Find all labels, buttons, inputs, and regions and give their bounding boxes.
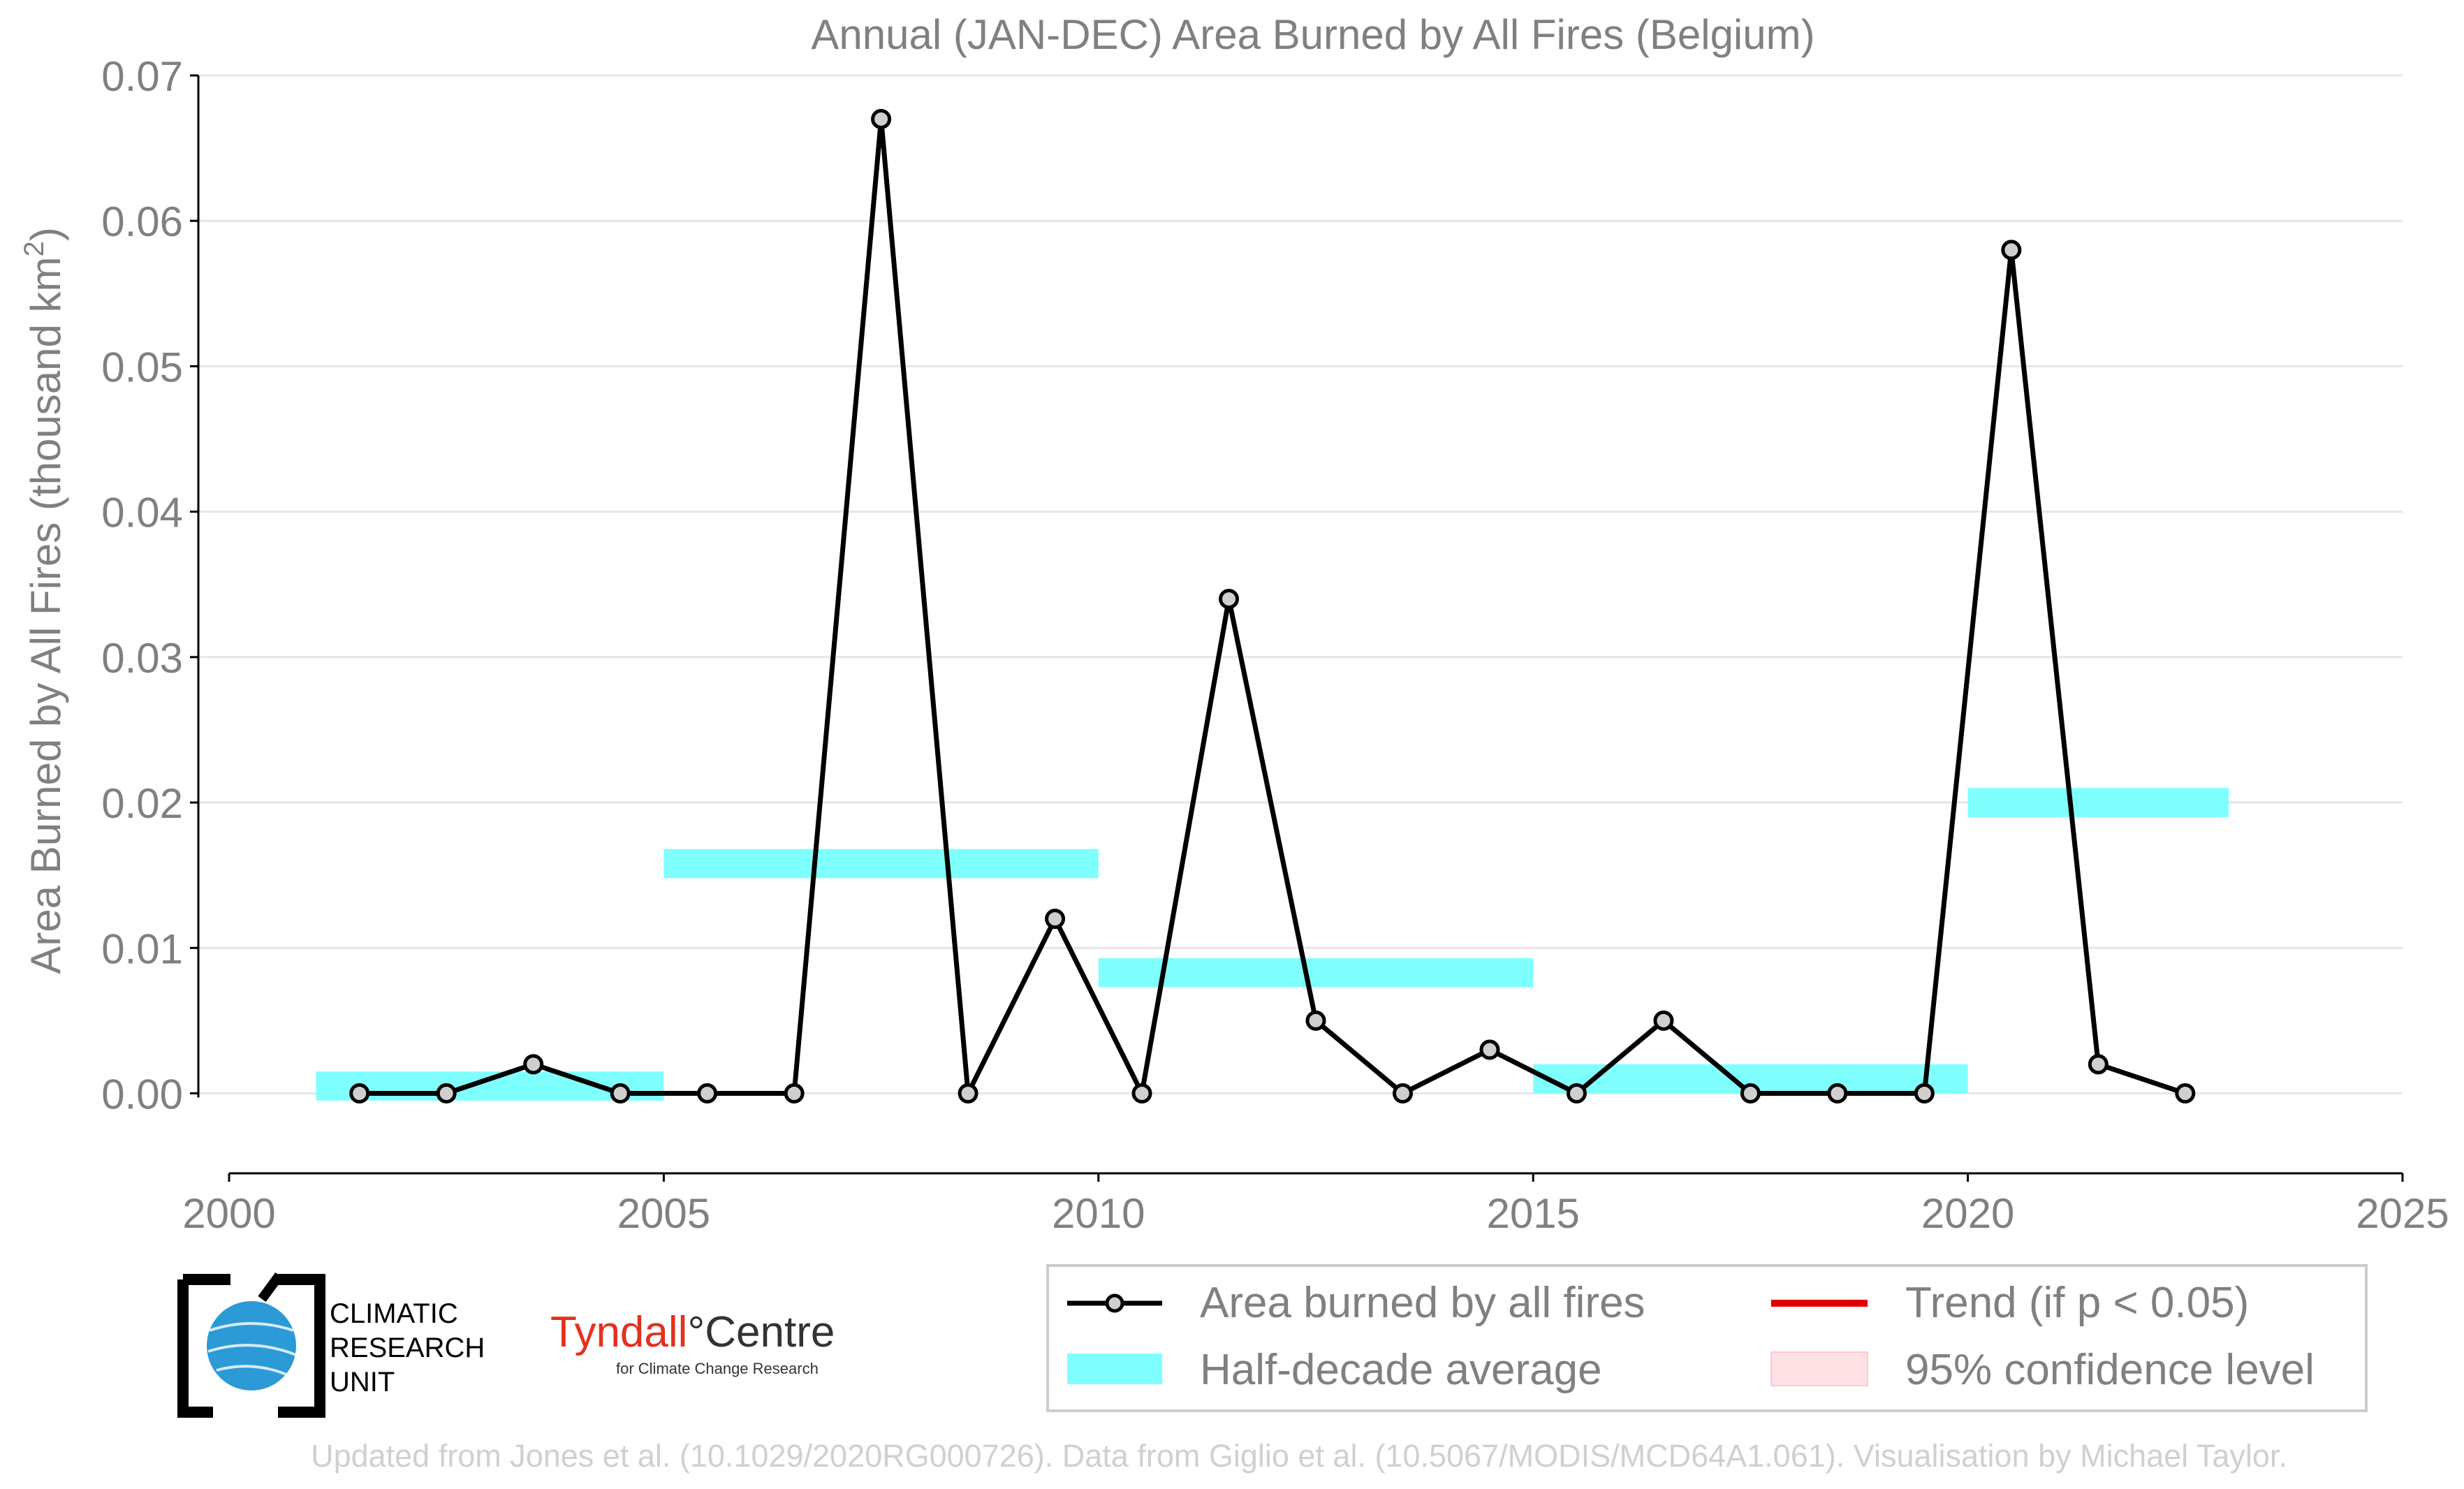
half-decade-bar [1967, 788, 2229, 817]
legend: Area burned by all fires Half-decade ave… [1046, 1264, 2368, 1412]
x-tick-label: 2020 [1921, 1190, 2014, 1237]
y-tick-label: 0.04 [101, 490, 183, 536]
tyndall-subtitle: for Climate Change Research [616, 1360, 819, 1377]
series-line [359, 119, 2186, 1103]
cru-line-3: UNIT [330, 1367, 395, 1398]
legend-trend-label: Trend (if p < 0.05) [1905, 1279, 2249, 1327]
data-point [784, 1083, 805, 1103]
y-tick-label: 0.03 [101, 635, 183, 682]
tick-labels: 0.00 0.01 0.02 0.03 0.04 0.05 0.06 0.07 2000 2005… [101, 53, 2449, 1237]
data-point [2088, 1054, 2109, 1075]
chart-title: Annual (JAN-DEC) Area Burned by All Fire… [811, 11, 1814, 58]
data-point [1566, 1083, 1587, 1103]
tyndall-name: Tyndall°Centre [550, 1308, 835, 1356]
half-decade-average-bars [316, 788, 2229, 1101]
data-point [1131, 1083, 1152, 1103]
data-point [1305, 1010, 1326, 1031]
data-point [2175, 1083, 2196, 1103]
legend-avg-label: Half-decade average [1200, 1346, 1602, 1394]
data-point [697, 1083, 718, 1103]
data-point [1653, 1010, 1674, 1031]
half-decade-bar [663, 849, 1099, 879]
legend-marker-swatch [1105, 1293, 1124, 1313]
data-point [1392, 1083, 1413, 1103]
data-point [610, 1083, 631, 1103]
x-tick-label: 2015 [1486, 1190, 1579, 1237]
x-tick-label: 2010 [1052, 1190, 1145, 1237]
y-axis-label: Area Burned by All Fires (thousand km2) [19, 227, 69, 974]
tyndall-logo: Tyndall°Centre for Climate Change Resear… [550, 1308, 835, 1377]
axes [190, 74, 2404, 1182]
y-tick-label: 0.06 [101, 198, 183, 245]
data-point [349, 1083, 370, 1103]
x-tick-label: 2005 [617, 1190, 710, 1237]
data-point [1045, 909, 1066, 930]
series-points [349, 108, 2196, 1103]
data-point [523, 1054, 544, 1075]
cru-line-1: CLIMATIC [330, 1298, 458, 1329]
data-point [1914, 1083, 1935, 1103]
data-point [1479, 1039, 1500, 1060]
data-point [1219, 589, 1240, 610]
data-point [2001, 240, 2022, 261]
data-point [1740, 1083, 1761, 1103]
cru-logo: CLIMATIC RESEARCH UNIT [177, 1272, 485, 1418]
y-tick-label: 0.05 [101, 344, 183, 390]
data-point [958, 1083, 978, 1103]
legend-box [1046, 1264, 2368, 1412]
data-point [1827, 1083, 1848, 1103]
legend-ci-swatch [1770, 1351, 1868, 1386]
legend-avg-swatch [1067, 1354, 1162, 1384]
legend-line-label: Area burned by all fires [1200, 1279, 1645, 1327]
y-tick-label: 0.02 [101, 780, 183, 827]
y-tick-label: 0.00 [101, 1071, 183, 1117]
data-point [436, 1083, 457, 1103]
x-tick-label: 2025 [2356, 1190, 2449, 1237]
y-tick-label: 0.01 [101, 925, 183, 972]
series-line-path [359, 119, 2186, 1103]
half-decade-bar [1098, 958, 1534, 988]
cru-line-2: RESEARCH [330, 1333, 485, 1363]
y-tick-label: 0.07 [101, 53, 183, 100]
grid-lines [198, 74, 2403, 1094]
x-tick-label: 2000 [182, 1190, 275, 1237]
data-point [871, 108, 892, 129]
legend-ci-label: 95% confidence level [1905, 1346, 2315, 1394]
footer-credit: Updated from Jones et al. (10.1029/2020R… [311, 1438, 2287, 1474]
